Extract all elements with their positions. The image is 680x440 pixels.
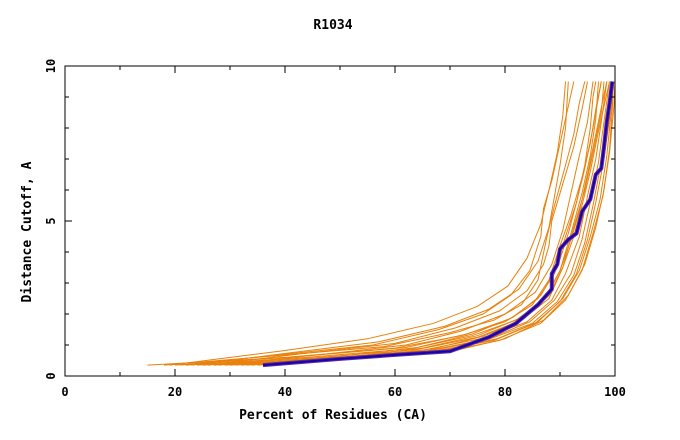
highlight-series-edge [262,81,615,368]
series-line-10 [240,81,615,366]
highlight-series-line [262,81,614,367]
series-line-8 [224,81,612,366]
y-tick-label: 10 [44,59,58,73]
x-tick-label: 60 [388,385,402,399]
tick-layer: 0 20 40 60 80 100 0 5 10 [44,59,626,399]
series-line-2 [163,81,586,366]
series-line-5 [196,81,605,366]
series-line-17 [251,81,608,366]
series-line-13 [180,81,575,366]
series-line-16 [235,81,602,366]
x-tick-label: 20 [168,385,182,399]
series-line-18 [268,81,610,366]
series-line-14 [207,81,588,366]
x-tick-label: 0 [61,385,68,399]
y-tick-label: 0 [44,372,58,379]
series-layer [147,81,616,366]
series-line-20 [169,81,566,366]
series-line-6 [202,81,608,366]
series-line-15 [218,81,594,366]
x-tick-label: 100 [604,385,626,399]
series-line-11 [246,81,616,366]
plot-frame [64,65,616,377]
series-line-9 [229,81,614,366]
x-tick-label: 40 [278,385,292,399]
highlight-layer [262,81,615,368]
series-line-3 [174,81,597,366]
series-line-19 [191,81,569,366]
y-axis-label: Distance Cutoff, A [20,161,35,302]
x-tick-label: 80 [498,385,512,399]
x-axis-label: Percent of Residues (CA) [239,408,427,423]
chart-title: R1034 [313,18,352,33]
y-tick-label: 5 [44,217,58,224]
